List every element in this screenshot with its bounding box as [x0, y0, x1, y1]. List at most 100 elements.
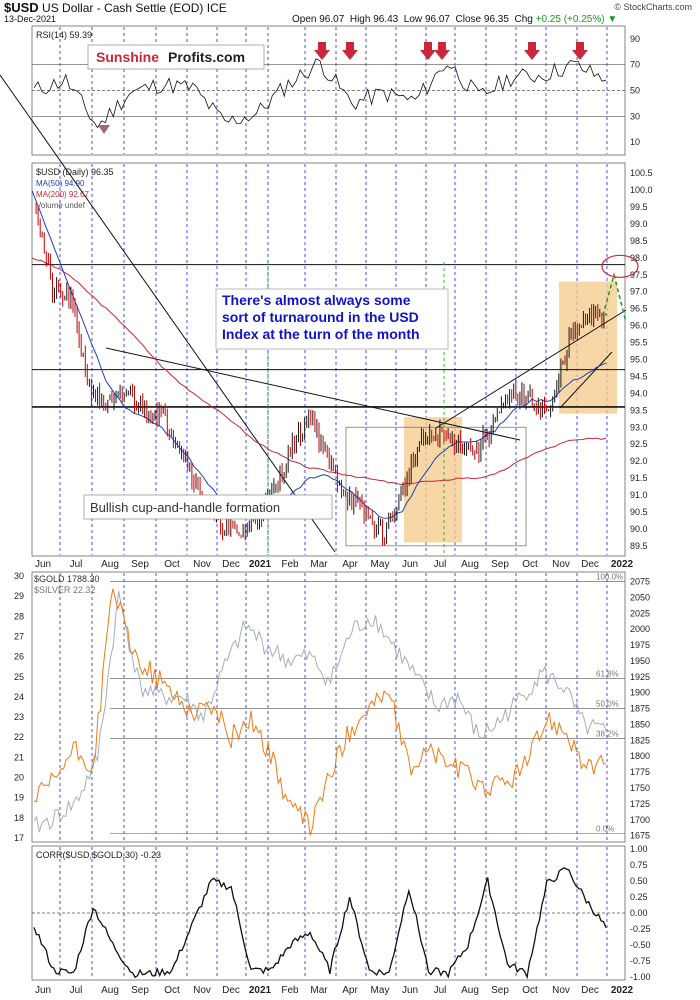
fib-level-label: 50.0%	[596, 700, 619, 709]
x-axis-label-mid: Apr	[342, 559, 358, 570]
silver-tick-label: 20	[14, 773, 24, 783]
annotation-line: sort of turnaround in the USD	[222, 309, 419, 325]
gold-tick-label: 1700	[630, 815, 650, 825]
x-axis-label-mid: Oct	[164, 559, 180, 570]
x-axis-label-bottom: Jun	[402, 985, 418, 996]
logo-box	[87, 44, 265, 70]
rsi-tick-label: 30	[630, 111, 640, 121]
gold-tick-label: 1800	[630, 751, 650, 761]
x-axis-label-mid: Dec	[581, 559, 599, 570]
silver-tick-label: 24	[14, 692, 24, 702]
low-value: 96.07	[424, 14, 450, 25]
x-axis-label-mid: Oct	[522, 559, 538, 570]
silver-tick-label: 28	[14, 611, 24, 621]
gold-tick-label: 2050	[630, 592, 650, 602]
brand-watermark: © StockCharts.com	[614, 2, 692, 12]
open-value: 96.07	[319, 14, 345, 25]
high-value: 96.43	[373, 14, 399, 25]
x-axis-label-mid: Jul	[434, 559, 447, 570]
corr-tick-label: 0.75	[630, 860, 648, 870]
x-axis-label-bottom: Jul	[70, 985, 83, 996]
silver-tick-label: 22	[14, 732, 24, 742]
gold-tick-label: 1725	[630, 799, 650, 809]
fib-level-label: 0.0%	[596, 825, 614, 834]
x-axis-label-mid: 2022	[611, 559, 634, 570]
down-arrow-icon	[342, 42, 358, 60]
usd-tick-label: 89.5	[630, 541, 648, 551]
x-axis-label-mid: Feb	[281, 559, 299, 570]
x-axis-label-bottom: Dec	[581, 985, 599, 996]
corr-tick-label: -0.75	[630, 956, 651, 966]
corr-tick-label: -0.25	[630, 924, 651, 934]
down-arrow-icon	[572, 42, 588, 60]
x-axis-label-bottom: Nov	[193, 985, 211, 996]
silver-legend: $SILVER 22.32	[34, 585, 95, 595]
close-label: Close	[455, 14, 482, 25]
down-arrow-icon	[420, 42, 436, 60]
chg-triangle-icon: ▼	[607, 14, 618, 25]
fib-level-label: 38.2%	[596, 729, 619, 738]
gold-tick-label: 1950	[630, 656, 650, 666]
gold-panel-frame	[31, 571, 626, 843]
corr-tick-label: -0.50	[630, 940, 651, 950]
gold-tick-label: 2075	[630, 577, 650, 587]
usd-legend-ma50: MA(50) 94.90	[36, 179, 85, 188]
fib-level-label: 61.8%	[596, 670, 619, 679]
rising-trend-lower	[559, 351, 613, 409]
gold-line	[33, 588, 607, 836]
x-axis-label-bottom: May	[371, 985, 390, 996]
x-axis-label-mid: Nov	[552, 559, 570, 570]
gold-tick-label: 1850	[630, 719, 650, 729]
usd-tick-label: 97.5	[630, 270, 648, 280]
x-axis-label-mid: Jun	[402, 559, 418, 570]
chg-label: Chg	[514, 14, 533, 25]
silver-line	[33, 591, 607, 833]
down-arrow-icon	[524, 42, 540, 60]
usd-legend-ma200: MA(200) 92.67	[36, 190, 89, 199]
usd-tick-label: 98.0	[630, 253, 648, 263]
usd-tick-label: 97.0	[630, 287, 648, 297]
usd-tick-label: 94.0	[630, 388, 648, 398]
projected-path	[602, 271, 627, 323]
usd-tick-label: 91.5	[630, 473, 648, 483]
long-downtrend-line	[0, 74, 336, 553]
ma50-line	[31, 190, 607, 519]
usd-tick-label: 99.0	[630, 219, 648, 229]
gold-tick-label: 1975	[630, 640, 650, 650]
usd-tick-label: 95.5	[630, 338, 648, 348]
usd-tick-label: 100.0	[630, 185, 653, 195]
corr-line	[33, 866, 607, 980]
pattern-box-nov	[559, 281, 617, 414]
x-axis-label-bottom: Nov	[552, 985, 570, 996]
gold-tick-label: 1775	[630, 767, 650, 777]
ma200-line	[31, 257, 607, 486]
x-axis-label-bottom: Apr	[342, 985, 358, 996]
x-axis-label-bottom: Oct	[164, 985, 180, 996]
gold-tick-label: 1925	[630, 672, 650, 682]
usd-legend-main: $USD (Daily) 96.35	[36, 167, 114, 177]
annotation-line: Index at the turn of the month	[222, 326, 420, 342]
x-axis-label-bottom: Aug	[101, 985, 119, 996]
corr-tick-label: -1.00	[630, 972, 651, 982]
rising-trend-upper	[435, 309, 627, 429]
gold-tick-label: 1825	[630, 735, 650, 745]
x-axis-label-bottom: Dec	[222, 985, 240, 996]
silver-tick-label: 21	[14, 752, 24, 762]
logo-profits: Profits.com	[168, 49, 245, 65]
usd-tick-label: 91.0	[630, 490, 648, 500]
annotation-box	[215, 288, 449, 350]
x-axis-label-bottom: Aug	[461, 985, 479, 996]
symbol: $USD	[4, 0, 39, 15]
usd-legend-volume: Volume undef	[36, 201, 86, 210]
x-axis-label-mid: Dec	[222, 559, 240, 570]
pattern-label-box	[83, 494, 333, 520]
high-label: High	[349, 14, 371, 25]
logo-sunshine: Sunshine	[96, 49, 159, 65]
usd-tick-label: 90.0	[630, 524, 648, 534]
instrument-name: US Dollar - Cash Settle (EOD)	[42, 1, 204, 15]
corr-tick-label: 1.00	[630, 844, 648, 854]
x-axis-label-bottom: Jul	[434, 985, 447, 996]
silver-tick-label: 19	[14, 793, 24, 803]
rsi-legend: RSI(14) 59.39	[36, 30, 92, 40]
